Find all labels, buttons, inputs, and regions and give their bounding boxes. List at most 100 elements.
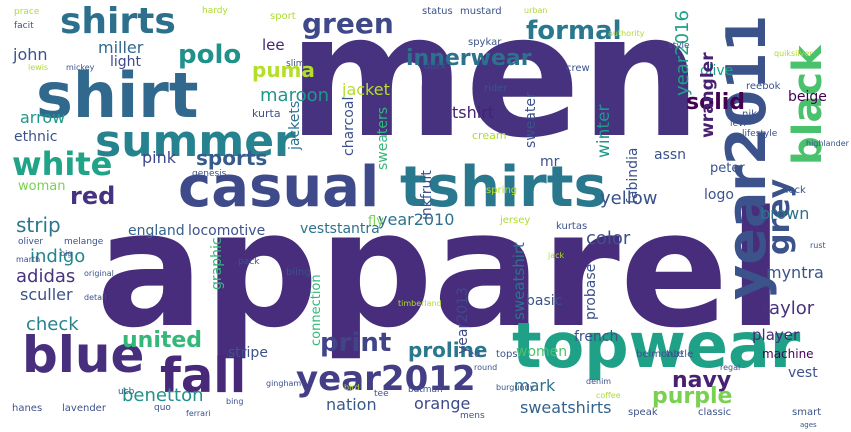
word-year2011: year2011 (715, 14, 778, 300)
word-women: women (516, 344, 568, 360)
word-sports: sports (196, 146, 268, 170)
word-print: print (320, 328, 392, 358)
word-shirt: shirt (36, 59, 199, 132)
word-batman: batman (408, 385, 443, 395)
word-sweater: sweater (523, 92, 539, 148)
word-prace: prace (14, 7, 40, 17)
word-woman: woman (18, 179, 66, 194)
word-burgundy: burgundy (496, 383, 535, 392)
word-basic: basic (526, 293, 563, 309)
word-pink: pink (142, 148, 177, 167)
word-solid: solid (686, 90, 746, 115)
word-turtle: turtle (666, 349, 694, 360)
word-hardy: hardy (202, 6, 228, 16)
word-quo: quo (154, 403, 171, 413)
word-fall: fall (160, 348, 247, 404)
word-dark: dark (424, 61, 447, 72)
word-lifestyle: lifestyle (742, 129, 778, 139)
word-bird: bird (344, 383, 360, 392)
word-red: red (70, 182, 116, 210)
word-men: men (288, 0, 702, 176)
word-graphic: graphic (209, 237, 225, 290)
word-brown: brown (760, 204, 810, 223)
word-neck: neck (782, 185, 806, 196)
word-ed: ed (468, 349, 481, 360)
word-mark: mark (514, 376, 556, 395)
word-myntra: myntra (766, 263, 824, 282)
word-kurtas: kurtas (556, 221, 588, 232)
word-wrangler: wrangler (698, 52, 718, 138)
word-jack: jack (548, 251, 565, 260)
word-tshirt: tshirt (452, 103, 495, 122)
word-polo: polo (178, 40, 242, 70)
word-smart: smart (792, 407, 822, 418)
word-tops: tops (496, 349, 518, 360)
word-tee: tee (374, 389, 389, 399)
word-regal: regal (720, 363, 741, 372)
word-gingham: gingham (266, 379, 302, 388)
word-status: status (422, 6, 453, 17)
word-sport: sport (270, 11, 296, 22)
word-nike: nike (742, 109, 763, 120)
word-ferrari: ferrari (186, 409, 211, 418)
word-coffee: coffee (596, 391, 621, 400)
word-stripe: stripe (228, 345, 268, 361)
word-miller: miller (98, 38, 144, 57)
word-orange: orange (414, 394, 471, 413)
word-year2013: year2013 (455, 287, 471, 354)
word-purple: purple (652, 384, 733, 409)
word-veststantra: veststantra (300, 221, 380, 237)
word-proline: proline (408, 338, 488, 362)
word-urban: urban (524, 6, 548, 15)
word-machine: machine (762, 347, 814, 361)
word-mr: mr (540, 154, 560, 170)
word-round: round (474, 363, 498, 372)
word-blue: blue (22, 326, 145, 384)
word-genesis: genesis (192, 169, 227, 179)
word-nation: nation (326, 395, 377, 414)
word-belmonte: belmonte (636, 349, 684, 360)
word-jackets: jackets (287, 100, 303, 150)
word-united: united (122, 328, 203, 353)
word-quiksilver: quiksilver (774, 49, 813, 58)
word-check: check (26, 314, 79, 335)
word-spykar: spykar (468, 37, 502, 48)
word-year2012: year2012 (296, 359, 476, 399)
word-peter: peter (710, 161, 745, 176)
word-light: light (110, 54, 142, 70)
word-spring: spring (486, 185, 518, 196)
word-bing: bing (226, 397, 244, 406)
word-fly: fly (368, 214, 384, 229)
word-topwear: topwear (512, 309, 801, 382)
word-apparel: apparel (96, 176, 784, 363)
word-taylor: taylor (762, 298, 815, 319)
word-color: color (586, 228, 631, 249)
word-charcoal: charcoal (341, 96, 357, 156)
word-john: john (13, 45, 48, 64)
word-green: green (302, 7, 394, 40)
word-sweatshirt: sweatshirt (510, 242, 528, 320)
word-rust: rust (810, 241, 826, 250)
word-jacket: jacket (342, 80, 390, 99)
word-strip: strip (16, 213, 61, 237)
word-yellow: yellow (600, 188, 658, 209)
word-big: big (60, 249, 73, 258)
word-kurta: kurta (252, 107, 281, 120)
word-casual: casual (178, 155, 380, 220)
word-slim: slim (286, 59, 305, 69)
word-mickey: mickey (66, 63, 95, 72)
word-olive: olive (700, 63, 734, 79)
word-adidas: adidas (16, 266, 76, 287)
word-cream: cream (472, 129, 507, 142)
word-formal: formal (526, 16, 622, 46)
word-authority: authority (608, 29, 645, 38)
word-player: player (752, 326, 800, 344)
word-summer: summer (95, 116, 296, 167)
word-mens: mens (460, 411, 485, 421)
word-lee: lee (262, 36, 285, 54)
word-innerwear: innerwear (406, 46, 532, 71)
word-classic: classic (698, 407, 732, 418)
word-indigo: indigo (30, 246, 86, 267)
word-lavender: lavender (62, 403, 106, 414)
